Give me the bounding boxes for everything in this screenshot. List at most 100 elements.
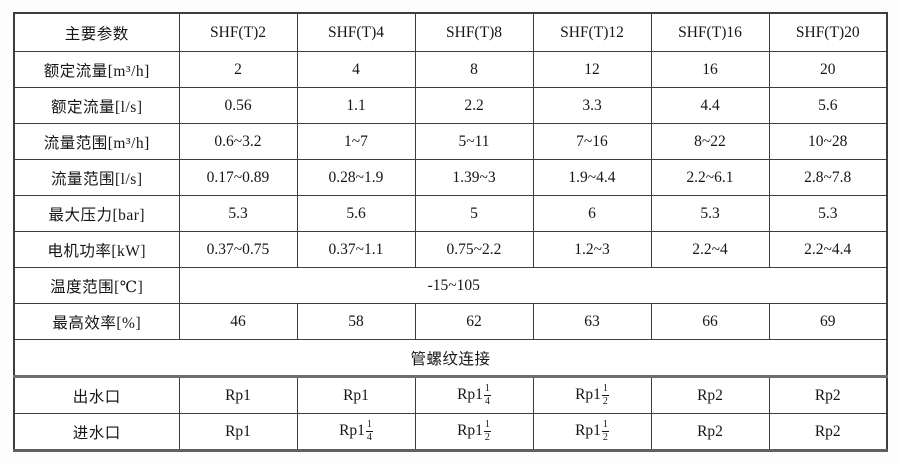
value-cell: 7~16: [532, 123, 652, 160]
thread-size-cell: Rp1 1 4: [296, 413, 416, 451]
model-header-cell: SHF(T)16: [650, 12, 770, 52]
header-row: 主要参数 SHF(T)2 SHF(T)4 SHF(T)8 SHF(T)12 SHF(T)1…: [13, 12, 888, 52]
value-cell: 6: [532, 195, 652, 232]
value-cell: 1.1: [296, 87, 416, 124]
thread-row: 进水口 Rp1 Rp1 1 4 Rp1 1 2 Rp1 1 2 Rp2 Rp2: [13, 413, 888, 451]
value-cell: 63: [532, 303, 652, 340]
value-cell: 62: [414, 303, 534, 340]
model-header-cell: SHF(T)4: [296, 12, 416, 52]
value-cell: 3.3: [532, 87, 652, 124]
value-cell: 5: [414, 195, 534, 232]
thread-size-cell: Rp2: [768, 413, 888, 451]
thread-size-cell: Rp1 1 2: [532, 376, 652, 414]
value-cell: 20: [768, 51, 888, 88]
value-cell: 0.6~3.2: [178, 123, 298, 160]
value-cell: 66: [650, 303, 770, 340]
value-cell: 1.2~3: [532, 231, 652, 268]
value-cell: 5.3: [650, 195, 770, 232]
thread-size-cell: Rp2: [768, 376, 888, 414]
spec-row: 额定流量[m³/h] 2 4 8 12 16 20: [13, 51, 888, 88]
value-cell: 16: [650, 51, 770, 88]
param-label-cell: 进水口: [13, 413, 180, 451]
spec-table-body: 主要参数 SHF(T)2 SHF(T)4 SHF(T)8 SHF(T)12 SHF(T)1…: [13, 12, 888, 451]
value-cell: 2: [178, 51, 298, 88]
thread-size-text: Rp1: [339, 421, 365, 439]
value-cell: 5.3: [768, 195, 888, 232]
value-cell: 0.75~2.2: [414, 231, 534, 268]
value-cell: 2.2~6.1: [650, 159, 770, 196]
temperature-value-cell: -15~105: [178, 267, 888, 304]
param-label-cell: 温度范围[℃]: [13, 267, 180, 304]
thread-size-cell: Rp1: [296, 376, 416, 414]
spec-row: 流量范围[m³/h] 0.6~3.2 1~7 5~11 7~16 8~22 10~28: [13, 123, 888, 160]
thread-size-text: Rp1: [575, 421, 601, 439]
param-header-cell: 主要参数: [13, 12, 180, 52]
model-header-cell: SHF(T)20: [768, 12, 888, 52]
value-cell: 2.8~7.8: [768, 159, 888, 196]
fraction-numerator: 1: [365, 419, 373, 432]
model-header-cell: SHF(T)12: [532, 12, 652, 52]
thread-size-cell: Rp1: [178, 413, 298, 451]
value-cell: 5.6: [768, 87, 888, 124]
thread-size-cell: Rp1 1 2: [414, 413, 534, 451]
param-label-cell: 最大压力[bar]: [13, 195, 180, 232]
fraction-denominator: 2: [484, 432, 490, 443]
value-cell: 12: [532, 51, 652, 88]
value-cell: 2.2~4.4: [768, 231, 888, 268]
thread-size-cell: Rp2: [650, 376, 770, 414]
fraction-denominator: 2: [602, 432, 608, 443]
fraction-denominator: 2: [602, 396, 608, 407]
temperature-row: 温度范围[℃] -15~105: [13, 267, 888, 304]
section-row: 管螺纹连接: [13, 339, 888, 378]
value-cell: 5.6: [296, 195, 416, 232]
value-cell: 4.4: [650, 87, 770, 124]
fraction-numerator: 1: [483, 419, 491, 432]
thread-row: 出水口 Rp1 Rp1 Rp1 1 4 Rp1 1 2 Rp2 Rp2: [13, 376, 888, 414]
spec-row: 最大压力[bar] 5.3 5.6 5 6 5.3 5.3: [13, 195, 888, 232]
section-header-cell: 管螺纹连接: [13, 339, 888, 378]
spec-sheet: 主要参数 SHF(T)2 SHF(T)4 SHF(T)8 SHF(T)12 SHF(T)1…: [13, 12, 888, 452]
thread-size-text: Rp1: [457, 385, 483, 403]
value-cell: 58: [296, 303, 416, 340]
value-cell: 8: [414, 51, 534, 88]
value-cell: 69: [768, 303, 888, 340]
value-cell: 5.3: [178, 195, 298, 232]
value-cell: 0.37~1.1: [296, 231, 416, 268]
fraction-denominator: 4: [484, 396, 490, 407]
model-header-cell: SHF(T)8: [414, 12, 534, 52]
value-cell: 0.37~0.75: [178, 231, 298, 268]
fraction-numerator: 1: [601, 383, 609, 396]
spec-row: 流量范围[l/s] 0.17~0.89 0.28~1.9 1.39~3 1.9~4.4 2…: [13, 159, 888, 196]
efficiency-row: 最高效率[%] 46 58 62 63 66 69: [13, 303, 888, 340]
thread-size-text: Rp1: [457, 421, 483, 439]
spec-table: 主要参数 SHF(T)2 SHF(T)4 SHF(T)8 SHF(T)12 SHF(T)1…: [13, 12, 888, 452]
value-cell: 8~22: [650, 123, 770, 160]
model-header-cell: SHF(T)2: [178, 12, 298, 52]
value-cell: 46: [178, 303, 298, 340]
value-cell: 0.17~0.89: [178, 159, 298, 196]
thread-size-text: Rp1: [575, 385, 601, 403]
thread-size-cell: Rp1 1 2: [532, 413, 652, 451]
param-label-cell: 流量范围[l/s]: [13, 159, 180, 196]
spec-row: 电机功率[kW] 0.37~0.75 0.37~1.1 0.75~2.2 1.2~3 2.…: [13, 231, 888, 268]
param-label-cell: 流量范围[m³/h]: [13, 123, 180, 160]
param-label-cell: 额定流量[m³/h]: [13, 51, 180, 88]
value-cell: 0.56: [178, 87, 298, 124]
thread-size-cell: Rp1: [178, 376, 298, 414]
fraction-denominator: 4: [366, 432, 372, 443]
value-cell: 2.2: [414, 87, 534, 124]
value-cell: 4: [296, 51, 416, 88]
spec-row: 额定流量[l/s] 0.56 1.1 2.2 3.3 4.4 5.6: [13, 87, 888, 124]
thread-size-cell: Rp2: [650, 413, 770, 451]
fraction-numerator: 1: [483, 383, 491, 396]
value-cell: 0.28~1.9: [296, 159, 416, 196]
value-cell: 1.39~3: [414, 159, 534, 196]
value-cell: 2.2~4: [650, 231, 770, 268]
value-cell: 1~7: [296, 123, 416, 160]
param-label-cell: 最高效率[%]: [13, 303, 180, 340]
